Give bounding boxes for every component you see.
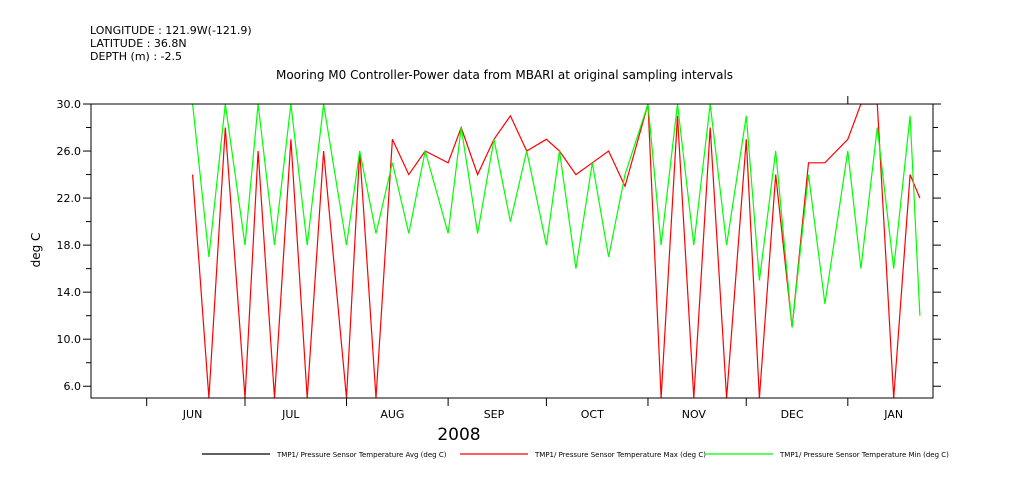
legend-entry-label: TMP1/ Pressure Sensor Temperature Max (d… — [534, 451, 706, 459]
x-tick-label: AUG — [380, 408, 404, 421]
series-layer — [192, 104, 921, 398]
axes-layer: 6.0 10.0 14.0 18.0 22.0 26.0 30.0 JUN JUL AUG SEP O… — [57, 96, 941, 421]
x-axis-label: 2008 — [437, 425, 480, 445]
y-tick-label: 10.0 — [57, 333, 82, 346]
x-tick-label: JAN — [883, 408, 903, 421]
legend-entry-label: TMP1/ Pressure Sensor Temperature Avg (d… — [276, 451, 447, 459]
y-axis-label: deg C — [29, 233, 43, 268]
x-tick-label: DEC — [781, 408, 804, 421]
y-tick-label: 18.0 — [57, 239, 82, 252]
chart-title: Mooring M0 Controller-Power data from MB… — [275, 68, 734, 82]
plot-frame — [90, 103, 934, 399]
latitude-label: LATITUDE : 36.8N — [90, 37, 187, 50]
y-tick-label: 26.0 — [57, 145, 82, 158]
x-tick-label: JUN — [182, 408, 203, 421]
y-tick-label: 6.0 — [64, 380, 82, 393]
series-line-min — [192, 104, 921, 328]
series-line-max — [192, 104, 921, 398]
legend-entry-label: TMP1/ Pressure Sensor Temperature Min (d… — [779, 451, 949, 459]
y-tick-label: 30.0 — [57, 98, 82, 111]
x-tick-label: OCT — [581, 408, 604, 421]
depth-label: DEPTH (m) : -2.5 — [90, 50, 183, 63]
x-tick-label: NOV — [682, 408, 707, 421]
y-tick-label: 14.0 — [57, 286, 82, 299]
x-tick-label: JUL — [281, 408, 300, 421]
x-tick-label: SEP — [484, 408, 505, 421]
legend: TMP1/ Pressure Sensor Temperature Avg (d… — [202, 451, 949, 459]
longitude-label: LONGITUDE : 121.9W(-121.9) — [90, 24, 252, 37]
y-tick-label: 22.0 — [57, 192, 82, 205]
